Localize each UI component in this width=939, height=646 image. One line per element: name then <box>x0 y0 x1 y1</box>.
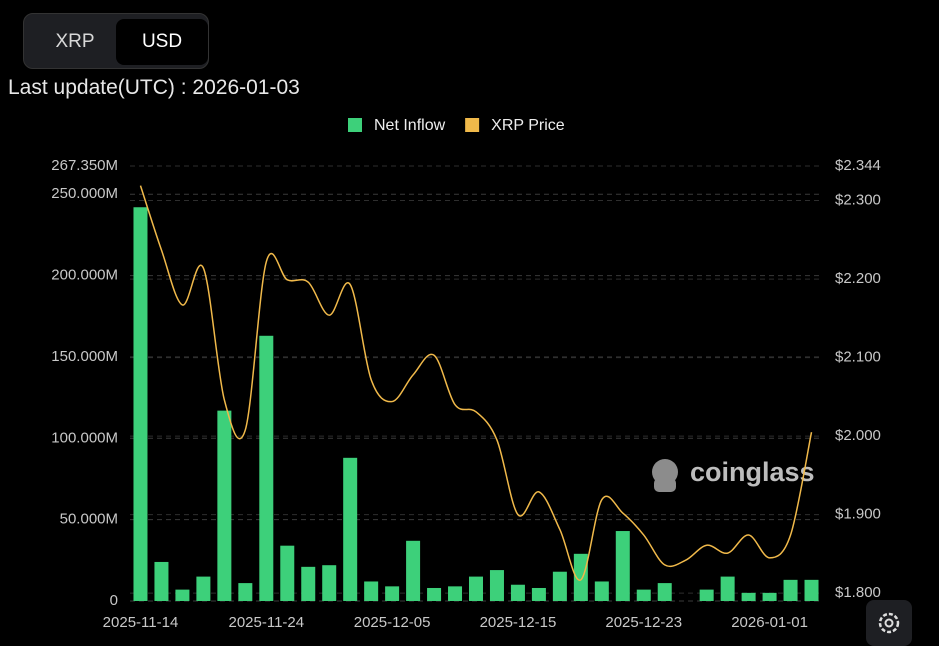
y2-tick-label: $2.100 <box>835 349 881 366</box>
legend-swatch <box>348 118 362 132</box>
bar <box>636 589 651 601</box>
bar <box>510 584 525 601</box>
x-tick-label: 2026-01-01 <box>731 614 808 631</box>
y2-tick-label: $2.300 <box>835 192 881 209</box>
bar <box>175 589 190 601</box>
watermark-logo <box>652 459 678 492</box>
y-tick-label: 100.000M <box>51 429 118 446</box>
x-tick-label: 2025-11-24 <box>228 614 304 631</box>
x-tick-label: 2025-11-14 <box>103 614 179 631</box>
y-tick-label: 0 <box>110 592 118 609</box>
toggle-option[interactable]: USD <box>116 19 208 65</box>
bar <box>301 566 316 601</box>
y2-tick-label: $2.344 <box>835 157 881 174</box>
bar <box>741 592 756 601</box>
bar <box>406 540 421 601</box>
bar <box>364 581 379 601</box>
price-line <box>139 185 813 581</box>
x-tick-label: 2025-12-23 <box>605 614 682 631</box>
bar <box>720 576 735 601</box>
bar <box>154 561 169 601</box>
legend-label: XRP Price <box>491 117 565 134</box>
toggle-option[interactable]: XRP <box>55 31 95 52</box>
y2-tick-label: $1.800 <box>835 584 881 601</box>
y-tick-label: 50.000M <box>60 511 118 528</box>
bar <box>699 589 714 601</box>
bar <box>343 457 358 601</box>
legend-label: Net Inflow <box>374 117 446 134</box>
bar <box>427 587 442 601</box>
y2-tick-label: $2.200 <box>835 270 881 287</box>
y2-tick-label: $1.900 <box>835 506 881 523</box>
bar <box>196 576 211 601</box>
bar <box>657 583 672 601</box>
bar <box>531 587 546 601</box>
bar <box>594 581 609 601</box>
bar <box>217 410 232 601</box>
bar <box>615 531 630 601</box>
bar <box>783 579 798 601</box>
bar <box>762 592 777 601</box>
bar <box>448 586 463 601</box>
currency-toggle: XRP USD <box>23 13 209 69</box>
y-tick-label: 267.350M <box>51 157 118 174</box>
bar <box>469 576 483 601</box>
y-tick-label: 250.000M <box>51 185 118 202</box>
x-tick-label: 2025-12-15 <box>480 614 557 631</box>
bar <box>259 335 274 601</box>
bar <box>804 579 819 601</box>
settings-icon <box>878 612 900 634</box>
bar <box>238 583 253 601</box>
bar <box>552 571 567 601</box>
y-tick-label: 200.000M <box>51 267 118 284</box>
legend-swatch <box>465 118 480 132</box>
bar <box>322 565 337 601</box>
x-tick-label: 2025-12-05 <box>354 614 431 631</box>
last-update: Last update(UTC) : 2026-01-03 <box>8 76 300 99</box>
y-tick-label: 150.000M <box>51 348 118 365</box>
y2-tick-label: $2.000 <box>835 427 881 444</box>
bar <box>489 570 504 601</box>
watermark: coinglass <box>690 457 815 487</box>
settings-button[interactable] <box>866 600 912 646</box>
bar <box>280 545 295 601</box>
bar <box>385 586 400 601</box>
bar <box>573 553 588 601</box>
bar <box>133 207 148 601</box>
